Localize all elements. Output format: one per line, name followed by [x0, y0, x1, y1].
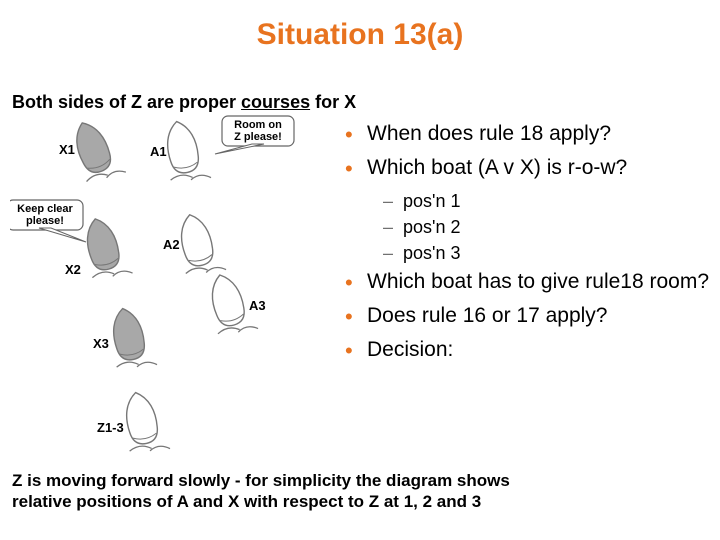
boat-A2	[172, 209, 226, 279]
boat-label: A2	[163, 237, 180, 252]
boat-label: X3	[93, 336, 109, 351]
boat-label: A1	[150, 144, 167, 159]
boat-diagram: X1 A1 X2 A2 X3 A3 Z1-3 Room onZ please! Keep cle…	[10, 114, 330, 464]
boat-label: A3	[249, 298, 266, 313]
svg-text:please!: please!	[26, 215, 64, 227]
bullet: Decision:	[345, 336, 715, 364]
page-title: Situation 13(a)	[0, 18, 720, 52]
bullet-list: When does rule 18 apply? Which boat (A v …	[345, 120, 715, 371]
svg-text:Keep clear: Keep clear	[17, 203, 73, 215]
bullet: Which boat (A v X) is r-o-w?	[345, 154, 715, 182]
subtitle-top: Both sides of Z are proper courses for X	[12, 92, 356, 113]
sub-bullet: pos'n 1	[345, 189, 715, 213]
boat-X2	[78, 213, 133, 283]
boat-label: X1	[59, 142, 75, 157]
speech-bubble: Keep clearplease!	[10, 200, 86, 242]
title-text: Situation 13(a)	[257, 18, 464, 51]
sub-bullet: pos'n 2	[345, 215, 715, 239]
boat-label: Z1-3	[97, 420, 124, 435]
boat-Z	[118, 388, 170, 457]
bullet: When does rule 18 apply?	[345, 120, 715, 148]
svg-text:Room on: Room on	[234, 119, 282, 131]
sub-bullet: pos'n 3	[345, 241, 715, 265]
svg-text:Z please!: Z please!	[234, 131, 282, 143]
boat-A1	[159, 117, 211, 186]
bullet: Does rule 16 or 17 apply?	[345, 302, 715, 330]
bullet: Which boat has to give rule18 room?	[345, 268, 715, 296]
boat-X3	[105, 304, 157, 373]
subtitle-bottom: Z is moving forward slowly - for simplic…	[12, 470, 572, 513]
boat-label: X2	[65, 262, 81, 277]
speech-bubble: Room onZ please!	[215, 116, 294, 154]
